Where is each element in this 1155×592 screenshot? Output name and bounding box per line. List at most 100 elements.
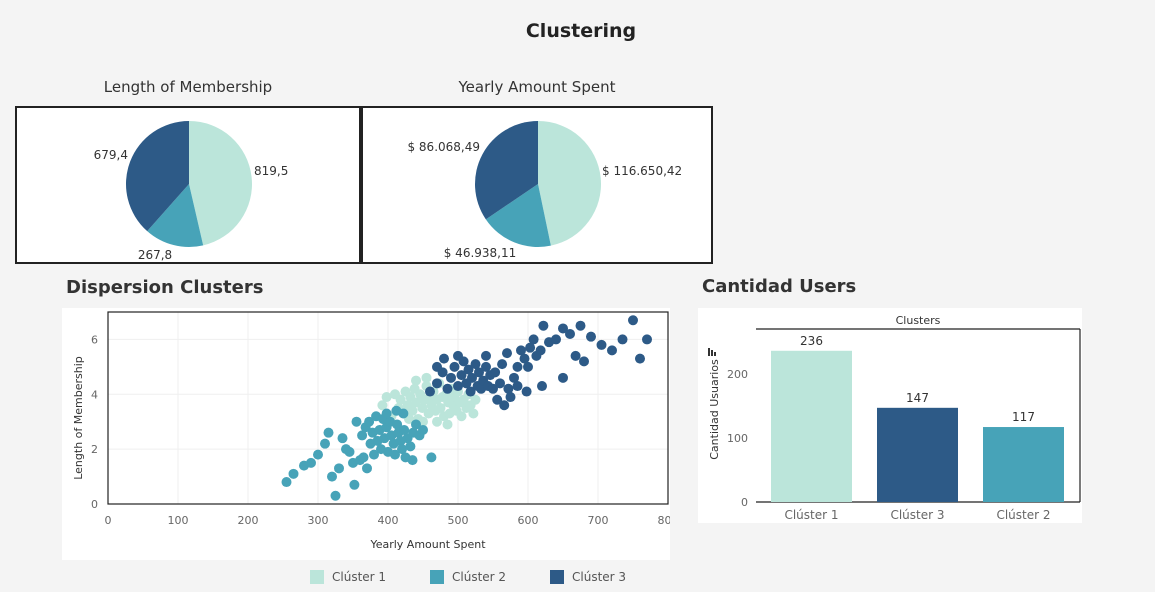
scatter-point[interactable] xyxy=(320,438,330,449)
scatter-point[interactable] xyxy=(362,463,372,474)
scatter-point[interactable] xyxy=(607,345,617,356)
scatter-point[interactable] xyxy=(503,383,514,394)
scatter-point[interactable] xyxy=(474,367,484,378)
scatter-point[interactable] xyxy=(519,353,530,364)
scatter-point[interactable] xyxy=(446,372,456,383)
scatter-point[interactable] xyxy=(405,441,416,452)
scatter-point[interactable] xyxy=(537,381,547,392)
scatter-point[interactable] xyxy=(334,463,344,474)
scatter-point[interactable] xyxy=(617,334,628,345)
pie-slice[interactable] xyxy=(125,121,189,232)
scatter-point[interactable] xyxy=(397,444,407,455)
scatter-point[interactable] xyxy=(558,372,568,383)
scatter-point[interactable] xyxy=(635,353,645,364)
bar[interactable] xyxy=(771,350,852,502)
scatter-point[interactable] xyxy=(499,400,510,411)
scatter-point[interactable] xyxy=(395,394,406,405)
scatter-point[interactable] xyxy=(377,400,388,411)
scatter-point[interactable] xyxy=(512,361,523,372)
scatter-point[interactable] xyxy=(435,403,446,413)
scatter-point[interactable] xyxy=(453,381,463,392)
scatter-point[interactable] xyxy=(407,455,418,466)
legend-item-cluster-3[interactable]: Clúster 3 xyxy=(550,570,670,584)
scatter-point[interactable] xyxy=(467,372,477,383)
scatter-point[interactable] xyxy=(439,353,449,364)
scatter-point[interactable] xyxy=(442,383,453,394)
scatter-point[interactable] xyxy=(470,359,481,370)
pie-slice[interactable] xyxy=(538,121,602,246)
scatter-point[interactable] xyxy=(505,392,516,403)
scatter-point[interactable] xyxy=(551,334,561,345)
scatter-point[interactable] xyxy=(481,350,491,361)
scatter-point[interactable] xyxy=(391,405,402,416)
scatter-point[interactable] xyxy=(456,411,467,422)
scatter-point[interactable] xyxy=(381,408,392,419)
scatter-point[interactable] xyxy=(351,416,362,427)
scatter-point[interactable] xyxy=(306,457,316,468)
pie-slice[interactable] xyxy=(189,121,252,246)
scatter-point[interactable] xyxy=(492,394,503,405)
scatter-point[interactable] xyxy=(512,381,523,392)
scatter-point[interactable] xyxy=(411,419,421,430)
scatter-point[interactable] xyxy=(575,320,586,331)
scatter-point[interactable] xyxy=(497,359,508,370)
scatter-point[interactable] xyxy=(558,323,568,334)
scatter-point[interactable] xyxy=(421,372,432,383)
scatter-point[interactable] xyxy=(570,350,581,361)
scatter-point[interactable] xyxy=(364,416,375,427)
scatter-point[interactable] xyxy=(411,375,421,386)
scatter-point[interactable] xyxy=(392,419,403,430)
scatter-point[interactable] xyxy=(288,468,299,479)
scatter-point[interactable] xyxy=(442,419,453,430)
scatter-point[interactable] xyxy=(453,350,463,361)
scatter-point[interactable] xyxy=(357,430,368,441)
scatter-point[interactable] xyxy=(337,433,348,444)
pie-slice[interactable] xyxy=(485,184,551,248)
scatter-point[interactable] xyxy=(488,383,498,394)
scatter-point[interactable] xyxy=(281,477,292,488)
scatter-point[interactable] xyxy=(525,342,536,353)
scatter-point[interactable] xyxy=(490,367,501,378)
scatter-point[interactable] xyxy=(521,386,532,397)
scatter-point[interactable] xyxy=(628,315,638,326)
scatter-point[interactable] xyxy=(432,416,442,427)
bar[interactable] xyxy=(983,427,1064,502)
scatter-point[interactable] xyxy=(495,378,505,389)
scatter-point[interactable] xyxy=(425,386,435,397)
scatter-point[interactable] xyxy=(390,449,400,460)
scatter-point[interactable] xyxy=(502,348,512,359)
scatter-point[interactable] xyxy=(456,370,467,381)
scatter-point[interactable] xyxy=(516,345,526,356)
scatter-point[interactable] xyxy=(538,320,549,331)
sort-icon[interactable] xyxy=(708,348,716,356)
scatter-point[interactable] xyxy=(528,334,539,345)
scatter-point[interactable] xyxy=(407,405,418,416)
pie-slice[interactable] xyxy=(475,121,538,220)
scatter-point[interactable] xyxy=(358,452,369,463)
bar[interactable] xyxy=(877,407,958,502)
pie-slice[interactable] xyxy=(147,184,204,247)
scatter-point[interactable] xyxy=(432,378,442,389)
scatter-point[interactable] xyxy=(642,334,652,345)
scatter-point[interactable] xyxy=(565,328,575,339)
scatter-point[interactable] xyxy=(432,361,442,372)
scatter-point[interactable] xyxy=(535,345,546,356)
scatter-point[interactable] xyxy=(327,471,337,482)
scatter-point[interactable] xyxy=(330,490,341,501)
legend-item-cluster-2[interactable]: Clúster 2 xyxy=(430,570,550,584)
scatter-point[interactable] xyxy=(523,361,533,372)
scatter-point[interactable] xyxy=(596,339,607,350)
scatter-point[interactable] xyxy=(349,479,360,490)
scatter-point[interactable] xyxy=(463,364,474,375)
scatter-point[interactable] xyxy=(399,424,410,435)
scatter-point[interactable] xyxy=(313,449,323,460)
scatter-point[interactable] xyxy=(509,372,519,383)
scatter-point[interactable] xyxy=(369,449,379,460)
legend-item-cluster-1[interactable]: Clúster 1 xyxy=(310,570,430,584)
scatter-point[interactable] xyxy=(481,361,491,372)
scatter-point[interactable] xyxy=(465,386,476,397)
scatter-point[interactable] xyxy=(470,394,481,405)
scatter-point[interactable] xyxy=(586,331,596,342)
scatter-point[interactable] xyxy=(426,452,437,463)
scatter-point[interactable] xyxy=(381,392,392,403)
